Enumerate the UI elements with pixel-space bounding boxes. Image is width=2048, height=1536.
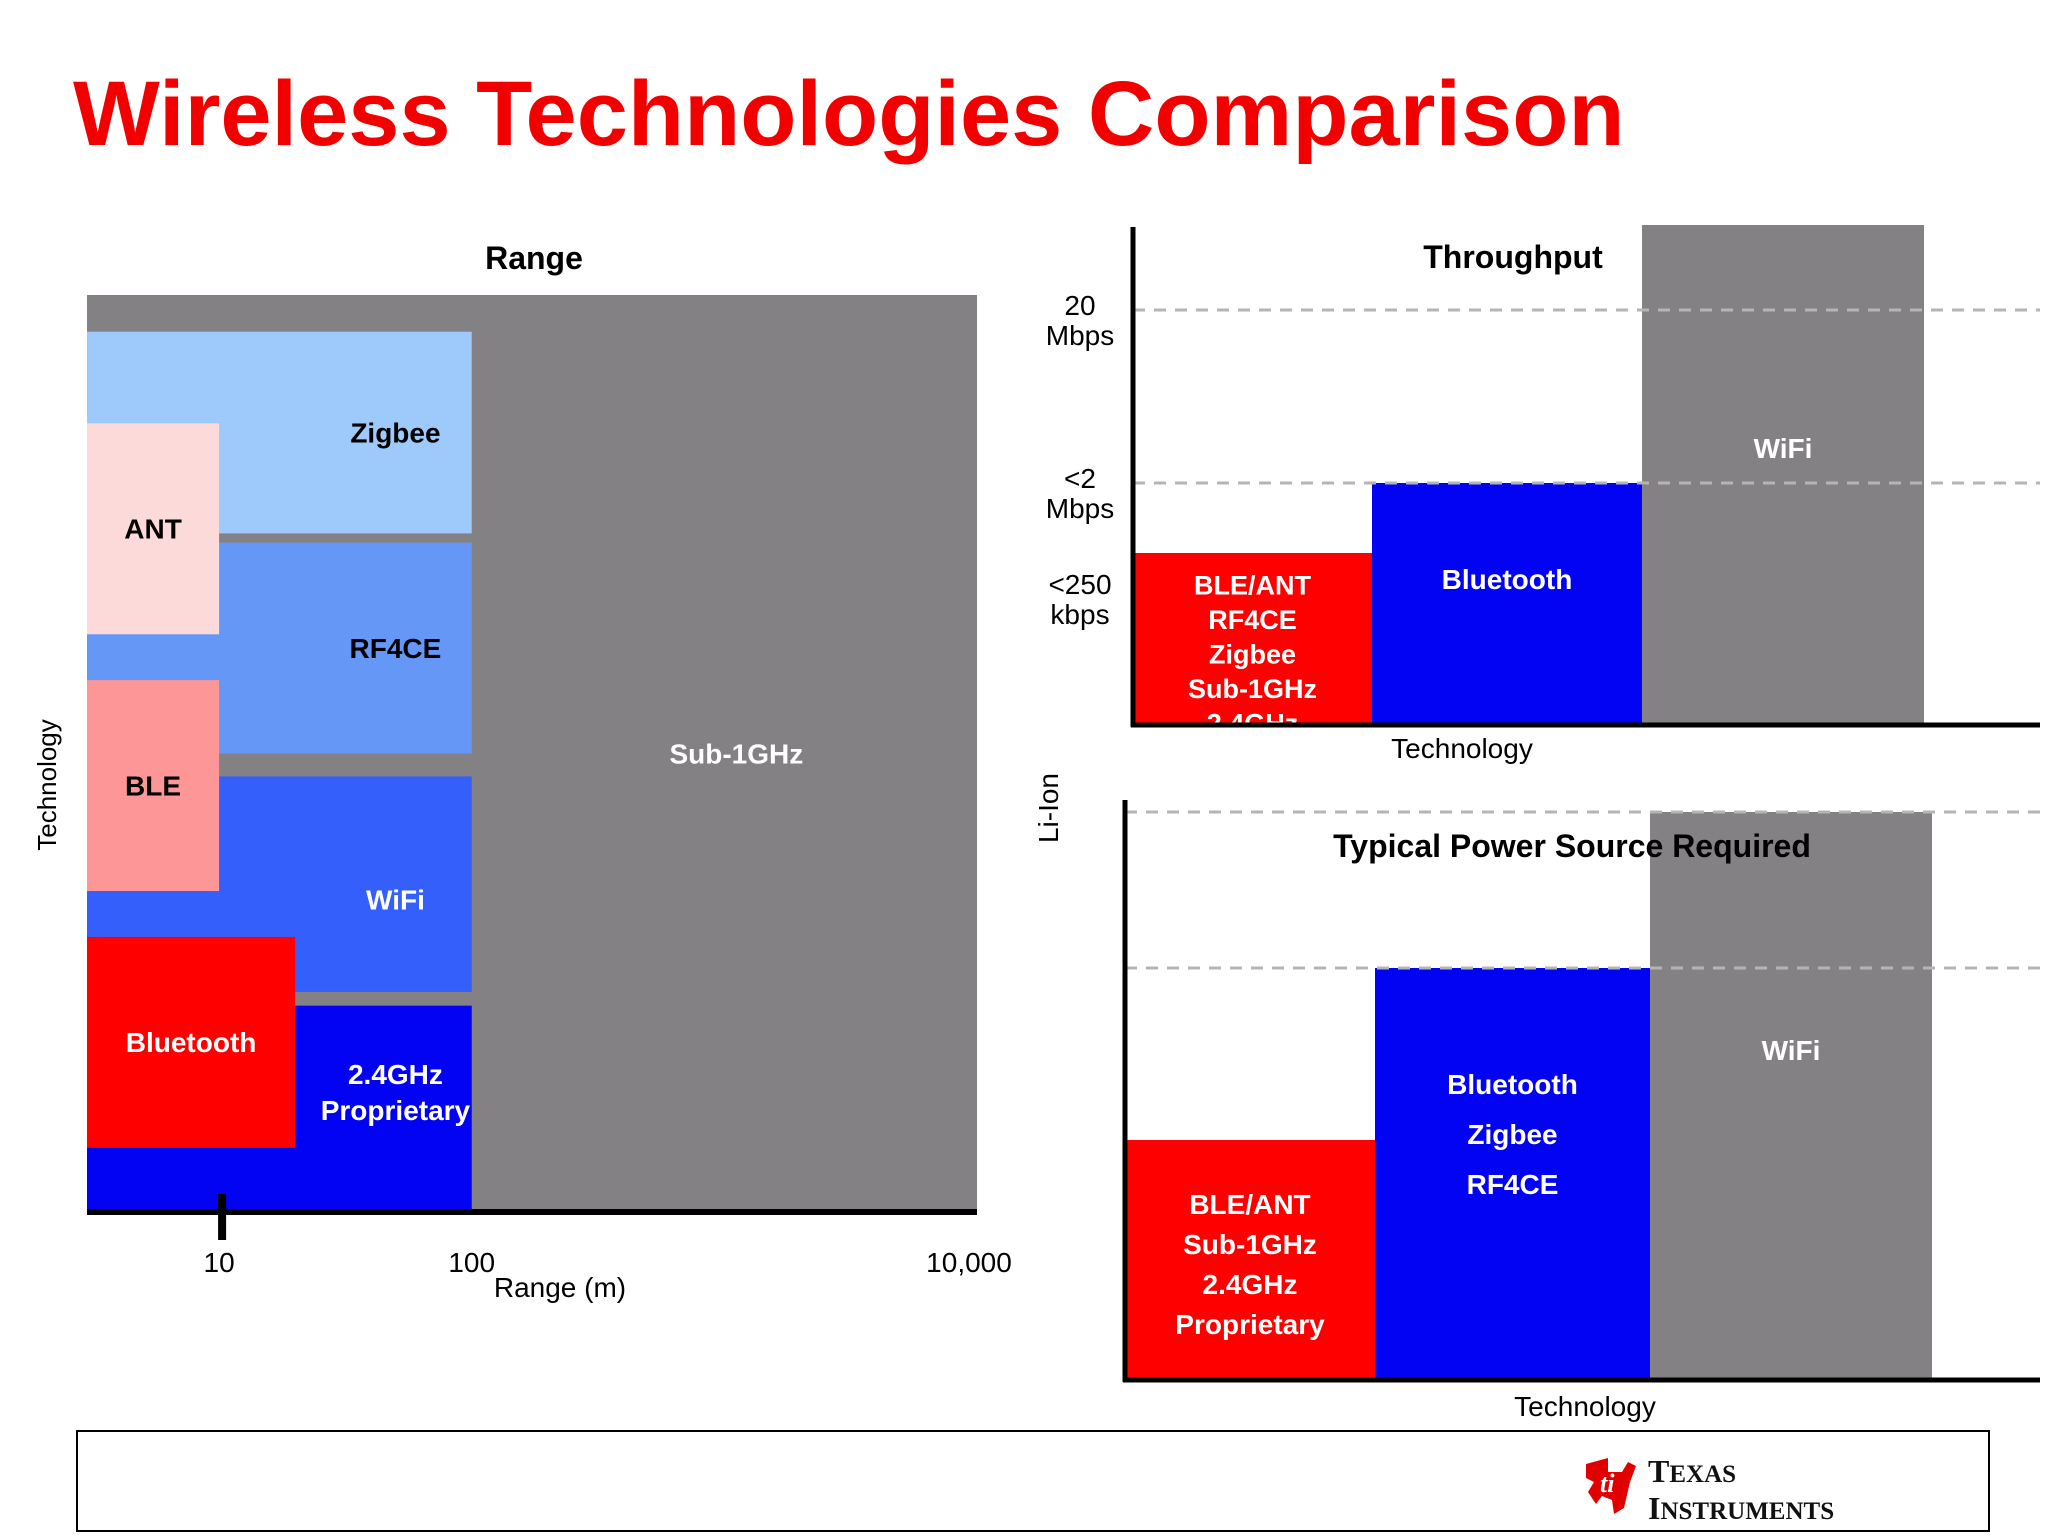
throughput-chart-svg: BLE/ANTRF4CEZigbeeSub-1GHz2.4GHzBluetoot… bbox=[1046, 225, 2040, 764]
range-tick-label-10: 10 bbox=[204, 1247, 235, 1278]
throughput-svg-bar-bluetooth bbox=[1372, 483, 1642, 725]
power-svg-bar-wifi bbox=[1650, 812, 1932, 1380]
power-svg-bar-bluetooth bbox=[1375, 968, 1650, 1380]
logo-line-1-cap: T bbox=[1648, 1453, 1670, 1489]
logo-line-2-cap: I bbox=[1648, 1490, 1661, 1526]
power-svg-x-label: Technology bbox=[1514, 1391, 1656, 1422]
range-bar-label-wifi: WiFi bbox=[366, 885, 425, 916]
throughput-svg-title: Throughput bbox=[1423, 239, 1603, 275]
range-bar-label-2-4ghz-proprietary: 2.4GHz Proprietary bbox=[321, 1059, 471, 1126]
range-tick-label-10-000: 10,000 bbox=[926, 1247, 1012, 1278]
range-bar-ant bbox=[87, 423, 220, 635]
power-chart: BLE/ANT Sub-1GHz 2.4GHz Proprietary Bluetoot… bbox=[1020, 760, 2040, 1430]
svg-text:ti: ti bbox=[1600, 1469, 1615, 1498]
range-bar-label-rf4ce: RF4CE bbox=[350, 633, 442, 664]
throughput-svg-bar-ble-ant bbox=[1133, 553, 1372, 725]
range-bar-bluetooth bbox=[87, 936, 296, 1148]
throughput-svg-x-label: Technology bbox=[1391, 733, 1533, 764]
logo-wordmark: TEXAS INSTRUMENTS bbox=[1648, 1453, 1835, 1530]
range-bar-label-bluetooth: Bluetooth bbox=[126, 1027, 257, 1058]
range-bar-label-ant: ANT bbox=[124, 514, 182, 545]
logo-line-2: INSTRUMENTS bbox=[1648, 1490, 1835, 1530]
footer-bar: ti TEXAS INSTRUMENTS bbox=[76, 1430, 1990, 1532]
power-svg-bar-label-wifi: WiFi bbox=[1762, 1035, 1821, 1066]
power-svg-bar-label-bluetooth: Bluetooth Zigbee RF4CE bbox=[1447, 1069, 1578, 1200]
power-svg-title: Typical Power Source Required bbox=[1333, 828, 1811, 864]
range-x-label: Range (m) bbox=[494, 1272, 626, 1303]
throughput-svg-bar-label-bluetooth: Bluetooth bbox=[1442, 564, 1573, 595]
range-chart-svg: Sub-1GHz Zigbee RF4CE WiFi 2.4GHz Proprietary… bbox=[32, 240, 1012, 1303]
logo-line-1: TEXAS bbox=[1648, 1453, 1834, 1493]
slide-title: Wireless Technologies Comparison bbox=[73, 63, 1625, 165]
range-bar-ble bbox=[87, 680, 220, 892]
range-y-label: Technology bbox=[32, 719, 62, 851]
throughput-chart: BLE/ANTRF4CEZigbeeSub-1GHz2.4GHzBluetoot… bbox=[1020, 215, 2040, 775]
range-bar-label-sub-1ghz: Sub-1GHz bbox=[669, 738, 803, 769]
range-bar-label-ble: BLE bbox=[125, 770, 181, 801]
logo-line-1-rest: EXAS bbox=[1669, 1461, 1737, 1488]
texas-instruments-logo: ti TEXAS INSTRUMENTS bbox=[1578, 1452, 1868, 1525]
logo-line-2-rest: NSTRUMENTS bbox=[1660, 1498, 1835, 1525]
range-chart: Sub-1GHz Zigbee RF4CE WiFi 2.4GHz Proprietary… bbox=[0, 215, 1030, 1315]
range-tick-label-100: 100 bbox=[448, 1247, 495, 1278]
throughput-svg-bar-label-wifi: WiFi bbox=[1754, 433, 1813, 464]
power-svg-bar-ble-ant bbox=[1125, 1140, 1375, 1380]
texas-instruments-logo-icon: ti bbox=[1586, 1458, 1636, 1514]
throughput-svg-y-label-2-mbps: <2 Mbps bbox=[1046, 463, 1114, 524]
throughput-svg-y-label-250-kbps: <250 kbps bbox=[1048, 569, 1111, 630]
power-svg-bar-label-ble-ant: BLE/ANT Sub-1GHz 2.4GHz Proprietary bbox=[1175, 1189, 1325, 1340]
power-chart-svg: BLE/ANT Sub-1GHz 2.4GHz Proprietary Bluetoot… bbox=[1033, 773, 2040, 1422]
range-title: Range bbox=[485, 240, 583, 276]
throughput-svg-bar-wifi bbox=[1642, 225, 1924, 725]
throughput-svg-y-label-20-mbps: 20 Mbps bbox=[1046, 290, 1114, 351]
range-bar-label-zigbee: Zigbee bbox=[350, 417, 440, 448]
power-svg-y-label-li-ion: Li-Ion bbox=[1033, 773, 1064, 843]
